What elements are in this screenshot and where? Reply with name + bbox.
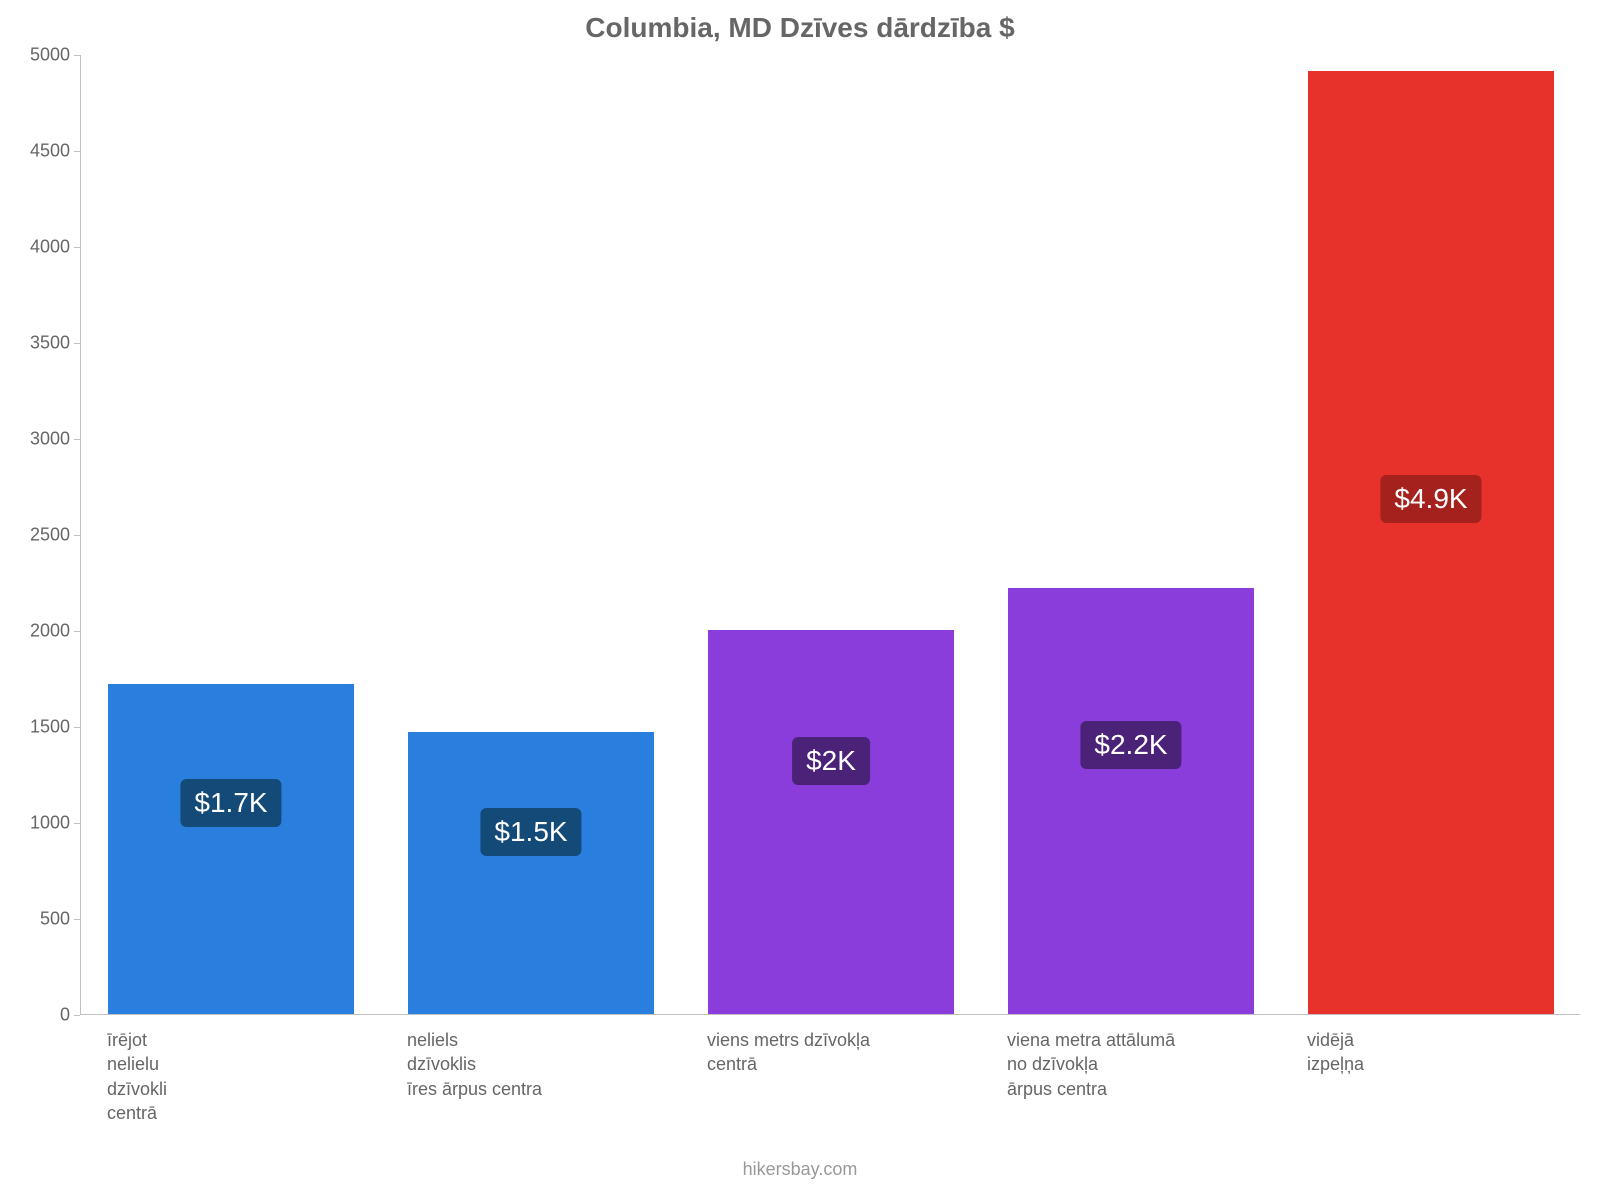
ytick-label: 4500	[0, 141, 70, 162]
xtick-label: vidējāizpeļņa	[1307, 1028, 1553, 1077]
chart-title: Columbia, MD Dzīves dārdzība $	[0, 12, 1600, 44]
bar: $2.2K	[1008, 588, 1254, 1014]
xtick-label: nelielsdzīvoklisīres ārpus centra	[407, 1028, 653, 1101]
plot-area: $1.7K $1.5K $2K $2.2K $4.9K	[80, 55, 1580, 1015]
ytick-label: 1000	[0, 813, 70, 834]
xtick-label: viens metrs dzīvokļacentrā	[707, 1028, 953, 1077]
value-badge: $1.5K	[480, 808, 581, 856]
bar: $2K	[708, 630, 954, 1014]
ytick-label: 5000	[0, 45, 70, 66]
xtick-label: īrējotnelieludzīvoklicentrā	[107, 1028, 353, 1125]
ytick-label: 3500	[0, 333, 70, 354]
bar: $1.7K	[108, 684, 354, 1014]
chart-container: Columbia, MD Dzīves dārdzība $ 0 500 1000 1…	[0, 0, 1600, 1200]
xtick-label: viena metra attālumāno dzīvokļaārpus cen…	[1007, 1028, 1253, 1101]
footer-credit: hikersbay.com	[0, 1159, 1600, 1180]
ytick-label: 2000	[0, 621, 70, 642]
value-badge: $2.2K	[1080, 721, 1181, 769]
ytick-label: 1500	[0, 717, 70, 738]
ytick-label: 0	[0, 1005, 70, 1026]
value-badge: $1.7K	[180, 779, 281, 827]
value-badge: $2K	[792, 737, 870, 785]
ytick-label: 4000	[0, 237, 70, 258]
ytick-label: 500	[0, 909, 70, 930]
bar: $4.9K	[1308, 71, 1554, 1014]
value-badge: $4.9K	[1380, 475, 1481, 523]
bar: $1.5K	[408, 732, 654, 1014]
ytick-label: 2500	[0, 525, 70, 546]
ytick-label: 3000	[0, 429, 70, 450]
